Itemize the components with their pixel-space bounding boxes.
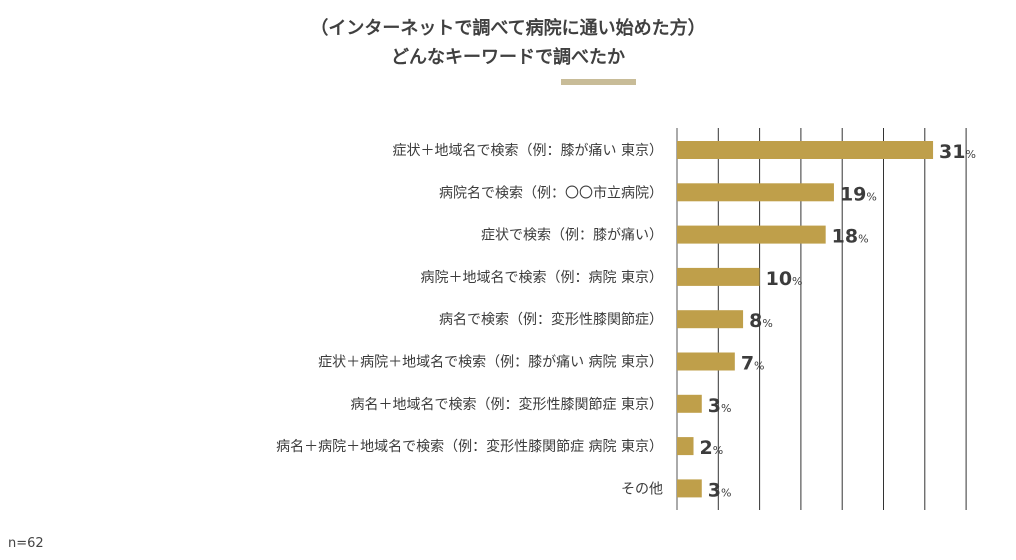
value-label: 3% bbox=[708, 395, 732, 417]
value-unit: % bbox=[866, 190, 876, 203]
value-label: 8% bbox=[749, 310, 773, 332]
bar bbox=[677, 183, 834, 202]
title-underline bbox=[561, 79, 636, 85]
category-label: 病院＋地域名で検索（例：病院 東京） bbox=[421, 269, 663, 286]
bar bbox=[677, 479, 702, 498]
category-label: 病名＋病院＋地域名で検索（例：変形性膝関節症 病院 東京） bbox=[276, 438, 663, 455]
category-label: 病名＋地域名で検索（例：変形性膝関節症 東京） bbox=[351, 396, 663, 413]
category-label: 症状＋地域名で検索（例：膝が痛い 東京） bbox=[393, 142, 663, 159]
value-unit: % bbox=[792, 275, 802, 288]
value-unit: % bbox=[721, 486, 731, 499]
sample-size: n=62 bbox=[8, 536, 44, 551]
value-label: 19% bbox=[840, 183, 877, 205]
category-label: 病名で検索（例：変形性膝関節症） bbox=[439, 311, 663, 328]
value-unit: % bbox=[858, 233, 868, 246]
bar bbox=[677, 141, 934, 159]
bar bbox=[677, 437, 694, 456]
value-label: 31% bbox=[939, 141, 976, 163]
category-label: 病院名で検索（例：〇〇市立病院） bbox=[439, 184, 663, 201]
value-label: 18% bbox=[832, 226, 869, 248]
value-label: 2% bbox=[700, 437, 724, 459]
value-label: 3% bbox=[708, 479, 732, 501]
value-unit: % bbox=[713, 444, 723, 457]
bar bbox=[677, 310, 744, 329]
bar bbox=[677, 394, 702, 413]
value-label: 7% bbox=[741, 353, 765, 375]
value-unit: % bbox=[721, 402, 731, 415]
value-unit: % bbox=[754, 360, 764, 373]
category-label: その他 bbox=[621, 481, 663, 497]
chart-title: （インターネットで調べて病院に通い始めた方） どんなキーワードで調べたか bbox=[0, 14, 1016, 72]
category-label: 症状で検索（例：膝が痛い） bbox=[481, 227, 663, 244]
chart-title-line1: （インターネットで調べて病院に通い始めた方） bbox=[310, 18, 706, 39]
value-unit: % bbox=[762, 317, 772, 330]
category-label: 症状＋病院＋地域名で検索（例：膝が痛い 病院 東京） bbox=[318, 354, 663, 371]
value-label: 10% bbox=[766, 268, 803, 290]
bar bbox=[677, 267, 760, 286]
bar bbox=[677, 352, 735, 371]
chart-title-line2: どんなキーワードで調べたか bbox=[391, 47, 625, 68]
value-unit: % bbox=[966, 148, 976, 161]
bar bbox=[677, 225, 826, 244]
